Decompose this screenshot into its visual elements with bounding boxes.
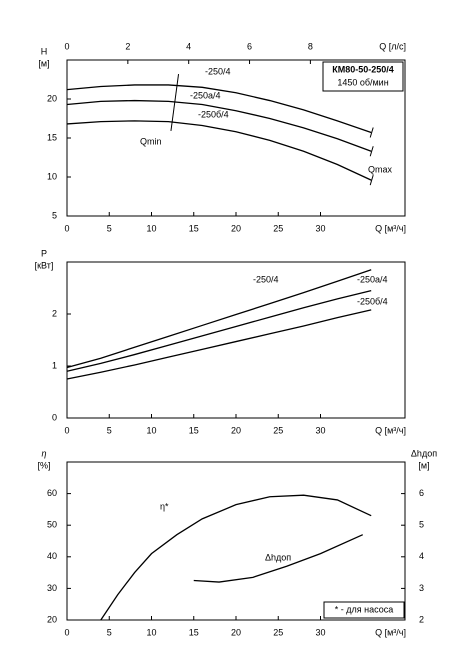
y2-tick-label: 6 — [419, 488, 424, 498]
y-tick-label: 30 — [47, 583, 57, 593]
x-tick-label: 30 — [315, 425, 325, 435]
series-label: -250/4 — [205, 66, 231, 76]
x-tick-label: 0 — [64, 627, 69, 637]
y-tick-label: 2 — [52, 308, 57, 318]
y2-tick-label: 3 — [419, 583, 424, 593]
x-tick-label: 10 — [146, 425, 156, 435]
plot-frame — [66, 261, 406, 419]
curve — [66, 99, 372, 152]
qmin-label: Qmin — [140, 136, 162, 146]
y-tick-label: 60 — [47, 488, 57, 498]
x2-axis-label: Q [л/с] — [379, 41, 406, 51]
curve — [66, 289, 372, 372]
x-tick-label: 0 — [64, 425, 69, 435]
title-box — [322, 61, 404, 92]
note-box — [323, 601, 405, 619]
y2-axis-label: Δhдоп — [411, 448, 437, 458]
x-tick-label: 15 — [189, 223, 199, 233]
x-tick-label: 25 — [273, 627, 283, 637]
x2-tick-label: 6 — [247, 41, 252, 51]
x2-tick-label: 2 — [125, 41, 130, 51]
chart-title: КМ80-50-250/4 — [332, 64, 394, 74]
series-label: η* — [160, 501, 169, 511]
y-axis-label: H — [41, 46, 48, 56]
x-tick-label: 10 — [146, 627, 156, 637]
x-tick-label: 30 — [315, 627, 325, 637]
x-tick-label: 5 — [107, 627, 112, 637]
x-tick-label: 5 — [107, 223, 112, 233]
curve — [66, 269, 372, 369]
qmin-line — [170, 73, 180, 132]
x-axis-label: Q [м³/ч] — [375, 627, 406, 637]
y-tick-label: 40 — [47, 551, 57, 561]
x-tick-label: 15 — [189, 425, 199, 435]
end-mark — [369, 146, 374, 157]
y-axis-unit: [кВт] — [35, 260, 54, 270]
y-axis-unit: [м] — [38, 58, 49, 68]
y-tick-label: 20 — [47, 614, 57, 624]
end-mark — [369, 174, 374, 186]
x-tick-label: 20 — [231, 627, 241, 637]
y2-tick-label: 2 — [419, 614, 424, 624]
series-label: -250а/4 — [357, 274, 388, 284]
curve — [100, 494, 372, 621]
series-label: -250/4 — [253, 274, 279, 284]
curve — [193, 534, 364, 583]
y2-tick-label: 5 — [419, 520, 424, 530]
x-axis-label: Q [м³/ч] — [375, 425, 406, 435]
series-label: -250б/4 — [357, 296, 388, 306]
y-axis-label: P — [41, 248, 47, 258]
y-tick-label: 5 — [52, 210, 57, 220]
chart-subtitle: 1450 об/мин — [337, 77, 388, 87]
x-tick-label: 25 — [273, 425, 283, 435]
x-tick-label: 20 — [231, 223, 241, 233]
curve — [66, 84, 372, 134]
x2-tick-label: 0 — [64, 41, 69, 51]
y-tick-label: 50 — [47, 520, 57, 530]
y-axis-label: η — [42, 448, 47, 458]
x-tick-label: 0 — [64, 223, 69, 233]
y2-axis-unit: [м] — [418, 460, 429, 470]
note: * - для насоса — [335, 604, 393, 614]
x-tick-label: 10 — [146, 223, 156, 233]
x-tick-label: 20 — [231, 425, 241, 435]
x-axis-label: Q [м³/ч] — [375, 223, 406, 233]
y-tick-label: 0 — [52, 412, 57, 422]
series-label: -250б/4 — [198, 109, 229, 119]
y-axis-unit: [%] — [37, 460, 50, 470]
y-tick-label: 1 — [52, 360, 57, 370]
curve — [66, 120, 372, 181]
plot-frame — [66, 461, 406, 621]
y-tick-label: 15 — [47, 132, 57, 142]
x-tick-label: 25 — [273, 223, 283, 233]
curve — [66, 309, 372, 380]
series-label: -250а/4 — [190, 90, 221, 100]
y2-tick-label: 4 — [419, 551, 424, 561]
series-label: Δhдоп — [265, 552, 291, 562]
qmax-label: Qmax — [368, 164, 393, 174]
x2-tick-label: 4 — [186, 41, 191, 51]
x2-tick-label: 8 — [308, 41, 313, 51]
x-tick-label: 15 — [189, 627, 199, 637]
x-tick-label: 5 — [107, 425, 112, 435]
x-tick-label: 30 — [315, 223, 325, 233]
y-tick-label: 10 — [47, 171, 57, 181]
end-mark — [369, 127, 374, 138]
y-tick-label: 20 — [47, 93, 57, 103]
